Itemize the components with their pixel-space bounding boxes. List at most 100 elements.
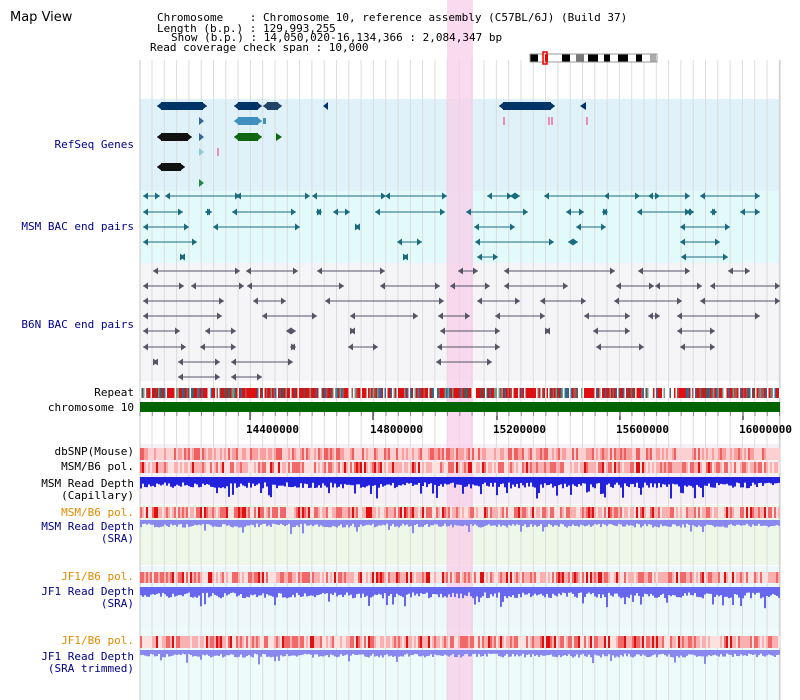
polymorphism-bin <box>310 507 312 518</box>
read-depth-bar <box>654 587 656 598</box>
read-depth-bar <box>574 650 576 657</box>
polymorphism-bin <box>508 507 510 518</box>
polymorphism-bin <box>760 507 762 518</box>
read-depth-bar <box>236 520 238 527</box>
polymorphism-bin <box>168 507 170 518</box>
polymorphism-bin <box>638 572 640 583</box>
read-depth-bar <box>588 477 590 492</box>
polymorphism-bin <box>200 462 202 473</box>
polymorphism-bin <box>140 572 142 583</box>
polymorphism-bin <box>266 636 268 648</box>
polymorphism-bin <box>568 636 570 648</box>
read-depth-bar <box>650 477 652 484</box>
read-depth-bar <box>318 520 320 527</box>
repeat-segment <box>339 388 341 398</box>
read-depth-bar <box>360 520 362 525</box>
read-depth-bar <box>774 587 776 595</box>
read-depth-bar <box>634 587 636 596</box>
read-depth-bar <box>364 477 366 488</box>
axis-tick-label: 14800000 <box>370 423 423 436</box>
repeat-segment <box>731 388 733 398</box>
msm-bac-end-pair <box>523 208 528 216</box>
polymorphism-bin <box>340 462 342 473</box>
polymorphism-bin <box>740 636 742 648</box>
polymorphism-bin <box>732 462 734 473</box>
read-depth-bar <box>388 477 390 485</box>
polymorphism-bin <box>492 636 494 648</box>
read-depth-bar <box>772 650 774 656</box>
polymorphism-bin <box>346 448 348 460</box>
repeat-segment <box>174 388 176 398</box>
read-depth-bar <box>276 477 278 489</box>
read-depth-bar <box>336 520 338 528</box>
polymorphism-bin <box>154 448 156 460</box>
polymorphism-bin <box>724 572 726 583</box>
polymorphism-bin <box>162 636 164 648</box>
polymorphism-bin <box>638 462 640 473</box>
polymorphism-bin <box>208 507 210 518</box>
read-depth-bar <box>428 477 430 485</box>
read-depth-bar <box>580 650 582 655</box>
repeat-segment <box>453 388 455 398</box>
read-depth-bar <box>234 520 236 527</box>
read-depth-bar <box>458 587 460 599</box>
read-depth-bar <box>292 477 294 487</box>
polymorphism-bin <box>684 572 686 583</box>
track-label-jf1-pol-1: JF1/B6 pol. <box>61 570 134 583</box>
read-depth-bar <box>200 650 202 660</box>
polymorphism-bin <box>526 448 528 460</box>
polymorphism-bin <box>474 462 476 473</box>
read-depth-bar <box>394 587 396 598</box>
read-depth-bar <box>316 650 318 655</box>
polymorphism-bin <box>638 636 640 648</box>
b6n-bac-end-pair <box>487 358 492 366</box>
polymorphism-bin <box>754 448 756 460</box>
polymorphism-bin <box>716 462 718 473</box>
read-depth-bar <box>294 587 296 598</box>
read-depth-bar <box>194 477 196 484</box>
polymorphism-bin <box>514 462 516 473</box>
read-depth-bar <box>624 587 626 605</box>
polymorphism-bin <box>444 448 446 460</box>
read-depth-bar <box>412 650 414 656</box>
polymorphism-bin <box>424 462 426 473</box>
repeat-segment <box>426 388 428 398</box>
read-depth-bar <box>702 477 704 498</box>
refseq-gene <box>180 163 185 171</box>
polymorphism-bin <box>172 462 174 473</box>
polymorphism-bin <box>748 572 750 583</box>
polymorphism-bin <box>478 462 480 473</box>
repeat-segment <box>542 388 544 398</box>
polymorphism-bin <box>554 507 556 518</box>
polymorphism-bin <box>174 572 176 583</box>
repeat-segment <box>591 388 593 398</box>
polymorphism-bin <box>502 507 504 518</box>
polymorphism-bin <box>550 448 552 460</box>
polymorphism-bin <box>560 636 562 648</box>
repeat-segment <box>186 388 188 398</box>
polymorphism-bin <box>442 572 444 583</box>
polymorphism-bin <box>170 448 172 460</box>
read-depth-bar <box>270 587 272 596</box>
msm-bac-end-pair <box>192 238 197 246</box>
polymorphism-bin <box>466 462 468 473</box>
polymorphism-bin <box>714 507 716 518</box>
repeat-segment <box>746 388 748 398</box>
repeat-segment <box>728 388 730 398</box>
read-depth-bar <box>302 520 304 534</box>
polymorphism-bin <box>752 462 754 473</box>
polymorphism-bin <box>196 448 198 460</box>
polymorphism-bin <box>272 448 274 460</box>
read-depth-bar <box>480 650 482 657</box>
polymorphism-bin <box>734 572 736 583</box>
b6n-bac-end-pair <box>495 327 500 335</box>
polymorphism-bin <box>690 636 692 648</box>
polymorphism-bin <box>490 462 492 473</box>
polymorphism-bin <box>328 636 330 648</box>
read-depth-bar <box>610 650 612 662</box>
read-depth-bar <box>202 520 204 524</box>
read-depth-bar <box>520 650 522 656</box>
polymorphism-bin <box>440 448 442 460</box>
polymorphism-bin <box>770 507 772 518</box>
